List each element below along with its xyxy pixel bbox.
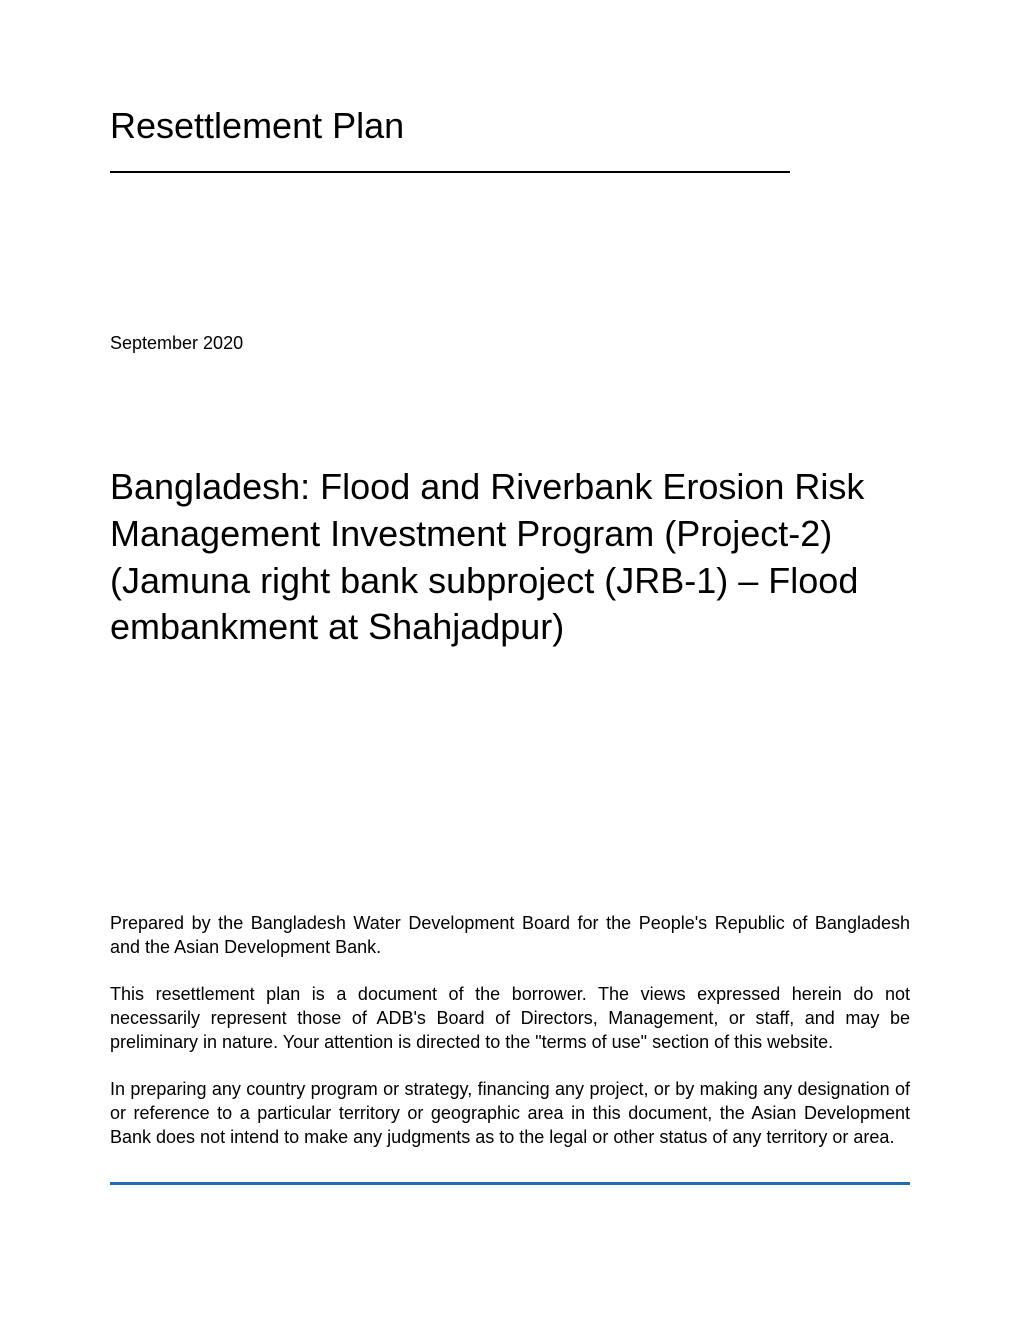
disclaimer-paragraph-1: This resettlement plan is a document of … [110, 982, 910, 1055]
document-date: September 2020 [110, 333, 910, 354]
disclaimer-paragraph-2: In preparing any country program or stra… [110, 1077, 910, 1150]
prepared-by-paragraph: Prepared by the Bangladesh Water Develop… [110, 911, 910, 960]
title-divider [110, 171, 790, 173]
project-title: Bangladesh: Flood and Riverbank Erosion … [110, 464, 910, 651]
bottom-divider [110, 1182, 910, 1185]
document-title: Resettlement Plan [110, 105, 910, 147]
